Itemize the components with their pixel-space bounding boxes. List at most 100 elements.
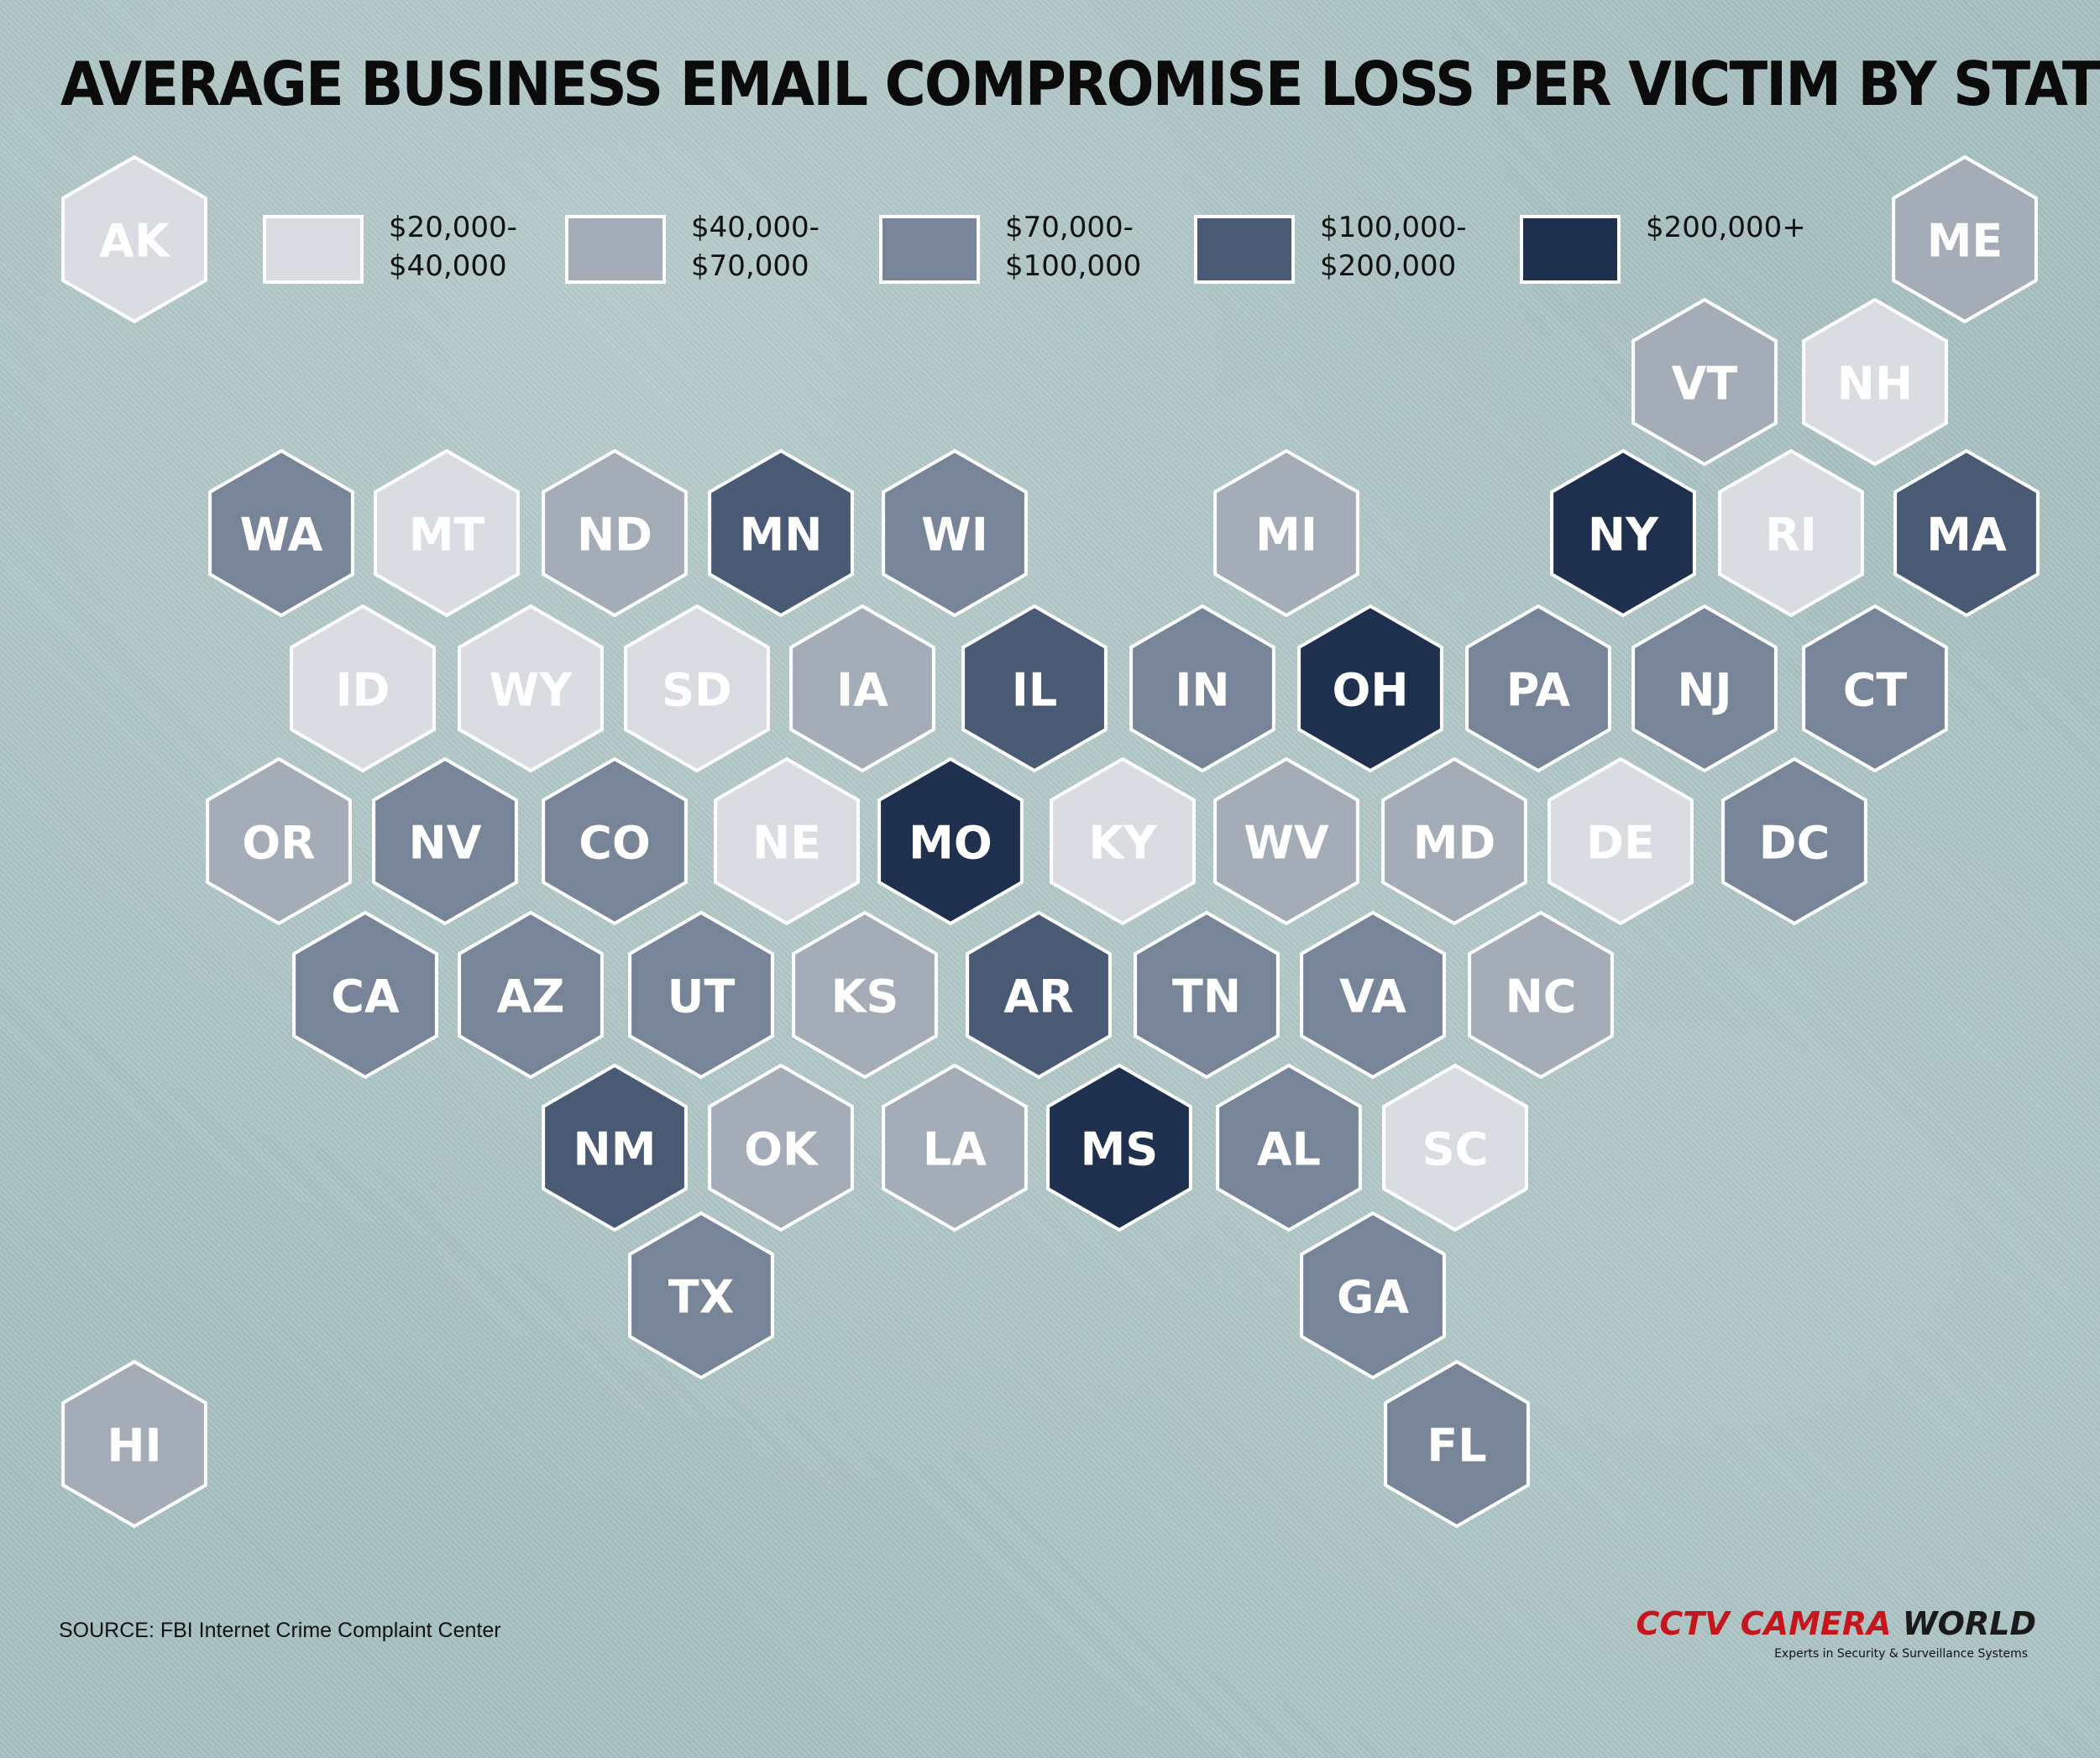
state-tile-ct: CT (1802, 604, 1948, 773)
state-tile-nm: NM (542, 1063, 688, 1232)
state-label-tn: TN (1172, 971, 1241, 1023)
state-label-pa: PA (1506, 664, 1571, 717)
state-label-mo: MO (909, 817, 992, 870)
state-hex-ms (1046, 1063, 1192, 1232)
state-hex-ok (708, 1063, 854, 1232)
state-label-mn: MN (740, 509, 823, 562)
state-label-wa: WA (240, 509, 323, 562)
state-hex-nm (542, 1063, 688, 1232)
state-label-sd: SD (662, 664, 732, 717)
state-hex-ga (1300, 1211, 1446, 1380)
state-label-nm: NM (573, 1123, 657, 1176)
state-label-ca: CA (331, 971, 400, 1023)
state-hex-az (458, 910, 604, 1080)
state-tile-wi: WI (882, 448, 1028, 618)
legend-label-4: $100,000- $200,000 (1320, 211, 1467, 283)
state-tile-ia: IA (789, 604, 935, 773)
state-hex-ma (1893, 448, 2040, 618)
state-tile-md: MD (1381, 756, 1527, 926)
state-hex-nc (1468, 910, 1614, 1080)
state-hex-ar (966, 910, 1112, 1080)
state-tile-de: DE (1548, 756, 1694, 926)
state-tile-ut: UT (628, 910, 774, 1080)
state-hex-ne (714, 756, 860, 926)
state-tile-sd: SD (624, 604, 770, 773)
state-hex-wi (882, 448, 1028, 618)
state-tile-az: AZ (458, 910, 604, 1080)
state-label-nc: NC (1506, 971, 1577, 1023)
brand-logo: CCTV CAMERA WORLD Experts in Security & … (1636, 1605, 2036, 1664)
state-label-wv: WV (1244, 817, 1329, 870)
state-tile-ne: NE (714, 756, 860, 926)
state-label-ar: AR (1003, 971, 1073, 1023)
state-label-tx: TX (668, 1271, 734, 1324)
state-hex-in (1129, 604, 1275, 773)
state-hex-ri (1718, 448, 1864, 618)
state-label-ga: GA (1337, 1271, 1409, 1324)
state-label-ri: RI (1765, 509, 1817, 562)
state-label-dc: DC (1759, 817, 1830, 870)
state-tile-tn: TN (1134, 910, 1280, 1080)
state-hex-mo (877, 756, 1024, 926)
state-hex-tn (1134, 910, 1280, 1080)
state-tile-dc: DC (1721, 756, 1867, 926)
state-label-ky: KY (1089, 817, 1158, 870)
state-hex-la (882, 1063, 1028, 1232)
state-tile-mi: MI (1213, 448, 1359, 618)
state-tile-sc: SC (1382, 1063, 1528, 1232)
state-label-or: OR (242, 817, 316, 870)
state-tile-ma: MA (1893, 448, 2040, 618)
state-tile-hi: HI (61, 1359, 207, 1529)
state-hex-wy (458, 604, 604, 773)
state-hex-co (542, 756, 688, 926)
legend-label-3: $70,000- $100,000 (1005, 211, 1142, 283)
state-hex-ky (1050, 756, 1196, 926)
state-tile-nv: NV (372, 756, 518, 926)
state-hex-id (290, 604, 436, 773)
state-tile-nd: ND (542, 448, 688, 618)
state-tile-nc: NC (1468, 910, 1614, 1080)
state-tile-ms: MS (1046, 1063, 1192, 1232)
state-tile-id: ID (290, 604, 436, 773)
state-hex-nd (542, 448, 688, 618)
state-tile-oh: OH (1297, 604, 1443, 773)
logo-text-part2: WORLD (1902, 1605, 2036, 1642)
state-label-ny: NY (1588, 509, 1659, 562)
state-hex-ca (292, 910, 438, 1080)
state-label-sc: SC (1422, 1123, 1489, 1176)
state-tile-wa: WA (208, 448, 354, 618)
state-hex-nv (372, 756, 518, 926)
state-label-de: DE (1586, 817, 1655, 870)
logo-text-part1: CCTV CAMERA (1636, 1605, 1892, 1642)
state-label-me: ME (1927, 215, 2003, 268)
legend-swatch-1 (263, 215, 364, 284)
state-tile-mo: MO (877, 756, 1024, 926)
state-label-nd: ND (577, 509, 652, 562)
state-label-ms: MS (1081, 1123, 1159, 1176)
state-hex-fl (1384, 1359, 1530, 1529)
state-label-al: AL (1257, 1123, 1321, 1176)
state-hex-vt (1631, 297, 1778, 467)
state-tile-ks: KS (792, 910, 938, 1080)
state-label-il: IL (1012, 664, 1058, 717)
state-tile-me: ME (1892, 154, 2038, 324)
state-tile-ga: GA (1300, 1211, 1446, 1380)
state-hex-nh (1802, 297, 1948, 467)
source-note: SOURCE: FBI Internet Crime Complaint Cen… (59, 1619, 501, 1642)
state-label-mi: MI (1255, 509, 1317, 562)
state-hex-md (1381, 756, 1527, 926)
state-hex-nj (1631, 604, 1778, 773)
state-hex-il (961, 604, 1108, 773)
legend-label-1: $20,000- $40,000 (389, 211, 517, 283)
state-tile-la: LA (882, 1063, 1028, 1232)
state-label-ks: KS (831, 971, 899, 1023)
state-label-ok: OK (744, 1123, 820, 1176)
state-tile-il: IL (961, 604, 1108, 773)
state-label-id: ID (336, 664, 390, 717)
state-tile-pa: PA (1465, 604, 1611, 773)
state-tile-ar: AR (966, 910, 1112, 1080)
state-tile-vt: VT (1631, 297, 1778, 467)
state-tile-ky: KY (1050, 756, 1196, 926)
state-hex-or (206, 756, 352, 926)
